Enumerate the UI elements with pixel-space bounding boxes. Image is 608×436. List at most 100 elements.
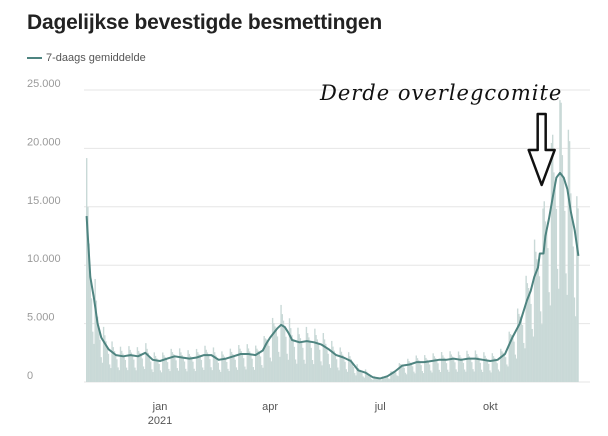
daily-bar	[384, 376, 386, 382]
daily-bar	[451, 356, 454, 382]
daily-bar	[178, 348, 181, 382]
daily-bar	[276, 336, 279, 382]
daily-bar	[450, 354, 452, 382]
grid-lines	[84, 89, 590, 383]
daily-bar	[267, 341, 269, 382]
daily-bar	[385, 376, 387, 382]
daily-bar	[304, 363, 306, 382]
daily-bar	[549, 305, 551, 382]
daily-bar	[542, 208, 544, 382]
daily-bar	[570, 193, 572, 382]
daily-bar	[481, 371, 484, 382]
daily-bar	[507, 366, 509, 382]
daily-bar	[296, 363, 298, 382]
daily-bar	[526, 283, 529, 382]
daily-bar	[381, 376, 384, 382]
daily-bar	[286, 353, 288, 382]
daily-bar	[177, 370, 180, 382]
daily-bar	[105, 341, 107, 382]
daily-bar	[448, 371, 450, 382]
daily-bar	[303, 359, 305, 382]
daily-bar	[508, 331, 510, 382]
daily-bar	[218, 369, 221, 382]
daily-bar	[554, 184, 556, 382]
daily-bar	[117, 367, 119, 382]
daily-bar	[290, 328, 292, 382]
daily-bar	[310, 347, 312, 382]
daily-bar	[345, 369, 347, 382]
daily-bar	[238, 345, 240, 382]
daily-bar	[92, 331, 94, 382]
y-tick-label: 5.000	[27, 312, 55, 324]
daily-bar	[146, 348, 148, 382]
daily-bar	[94, 278, 96, 382]
daily-bar	[350, 359, 352, 382]
daily-bar	[537, 266, 539, 382]
daily-bar	[306, 333, 309, 382]
chart-title: Dagelijkse bevestigde besmettingen	[27, 11, 382, 34]
daily-bar	[486, 360, 489, 382]
daily-bar	[252, 367, 254, 382]
daily-bar	[536, 259, 538, 382]
daily-bar	[220, 371, 222, 382]
daily-bar	[472, 369, 474, 382]
daily-bar	[529, 293, 531, 382]
daily-bar	[401, 364, 403, 382]
daily-bar	[211, 370, 213, 382]
daily-bar	[140, 354, 142, 382]
daily-bar	[480, 369, 483, 382]
daily-bar	[127, 370, 129, 382]
daily-bar	[143, 369, 146, 382]
daily-bar	[283, 326, 286, 382]
daily-bar	[170, 348, 172, 382]
daily-bar	[209, 359, 211, 382]
daily-bar	[389, 378, 391, 382]
daily-bar	[180, 352, 182, 382]
daily-bar	[531, 328, 533, 382]
daily-bar	[258, 352, 261, 382]
daily-bar	[100, 357, 102, 382]
daily-bar	[108, 364, 111, 382]
daily-bar	[367, 373, 369, 382]
daily-bar	[351, 362, 353, 382]
daily-bar	[139, 352, 141, 382]
daily-bar	[223, 356, 226, 382]
daily-bar	[387, 378, 390, 382]
daily-bar	[344, 361, 346, 382]
daily-bar	[271, 317, 274, 382]
daily-bar	[288, 318, 291, 382]
daily-bar	[455, 369, 457, 382]
daily-bar	[89, 276, 92, 382]
x-axis: jan 2021 apr jul okt	[148, 401, 498, 427]
daily-bar	[235, 367, 238, 382]
daily-bar	[484, 355, 486, 382]
daily-bar	[506, 364, 508, 382]
daily-bar	[341, 354, 344, 382]
daily-bar	[431, 372, 433, 382]
daily-bar	[93, 343, 95, 382]
daily-bar	[87, 206, 89, 382]
daily-bar	[438, 369, 440, 382]
daily-bar	[360, 371, 362, 382]
daily-bar	[110, 368, 112, 382]
daily-bar	[135, 370, 137, 382]
daily-bar	[316, 339, 318, 382]
daily-bar	[152, 372, 154, 382]
daily-bar	[207, 355, 210, 382]
daily-bar	[212, 347, 215, 382]
daily-bar	[88, 243, 90, 382]
daily-bar	[337, 367, 339, 382]
daily-bar	[576, 196, 578, 382]
daily-bar	[439, 372, 442, 382]
daily-bar	[340, 351, 343, 382]
daily-bar	[147, 352, 149, 382]
daily-bar	[321, 365, 323, 382]
daily-bar	[489, 370, 491, 382]
daily-bar	[240, 351, 242, 382]
daily-bar	[228, 371, 230, 382]
daily-bar	[293, 346, 296, 382]
daily-bar	[544, 221, 547, 382]
y-tick-label: 20.000	[27, 136, 61, 148]
daily-bar	[302, 347, 304, 382]
daily-bar	[166, 362, 169, 382]
